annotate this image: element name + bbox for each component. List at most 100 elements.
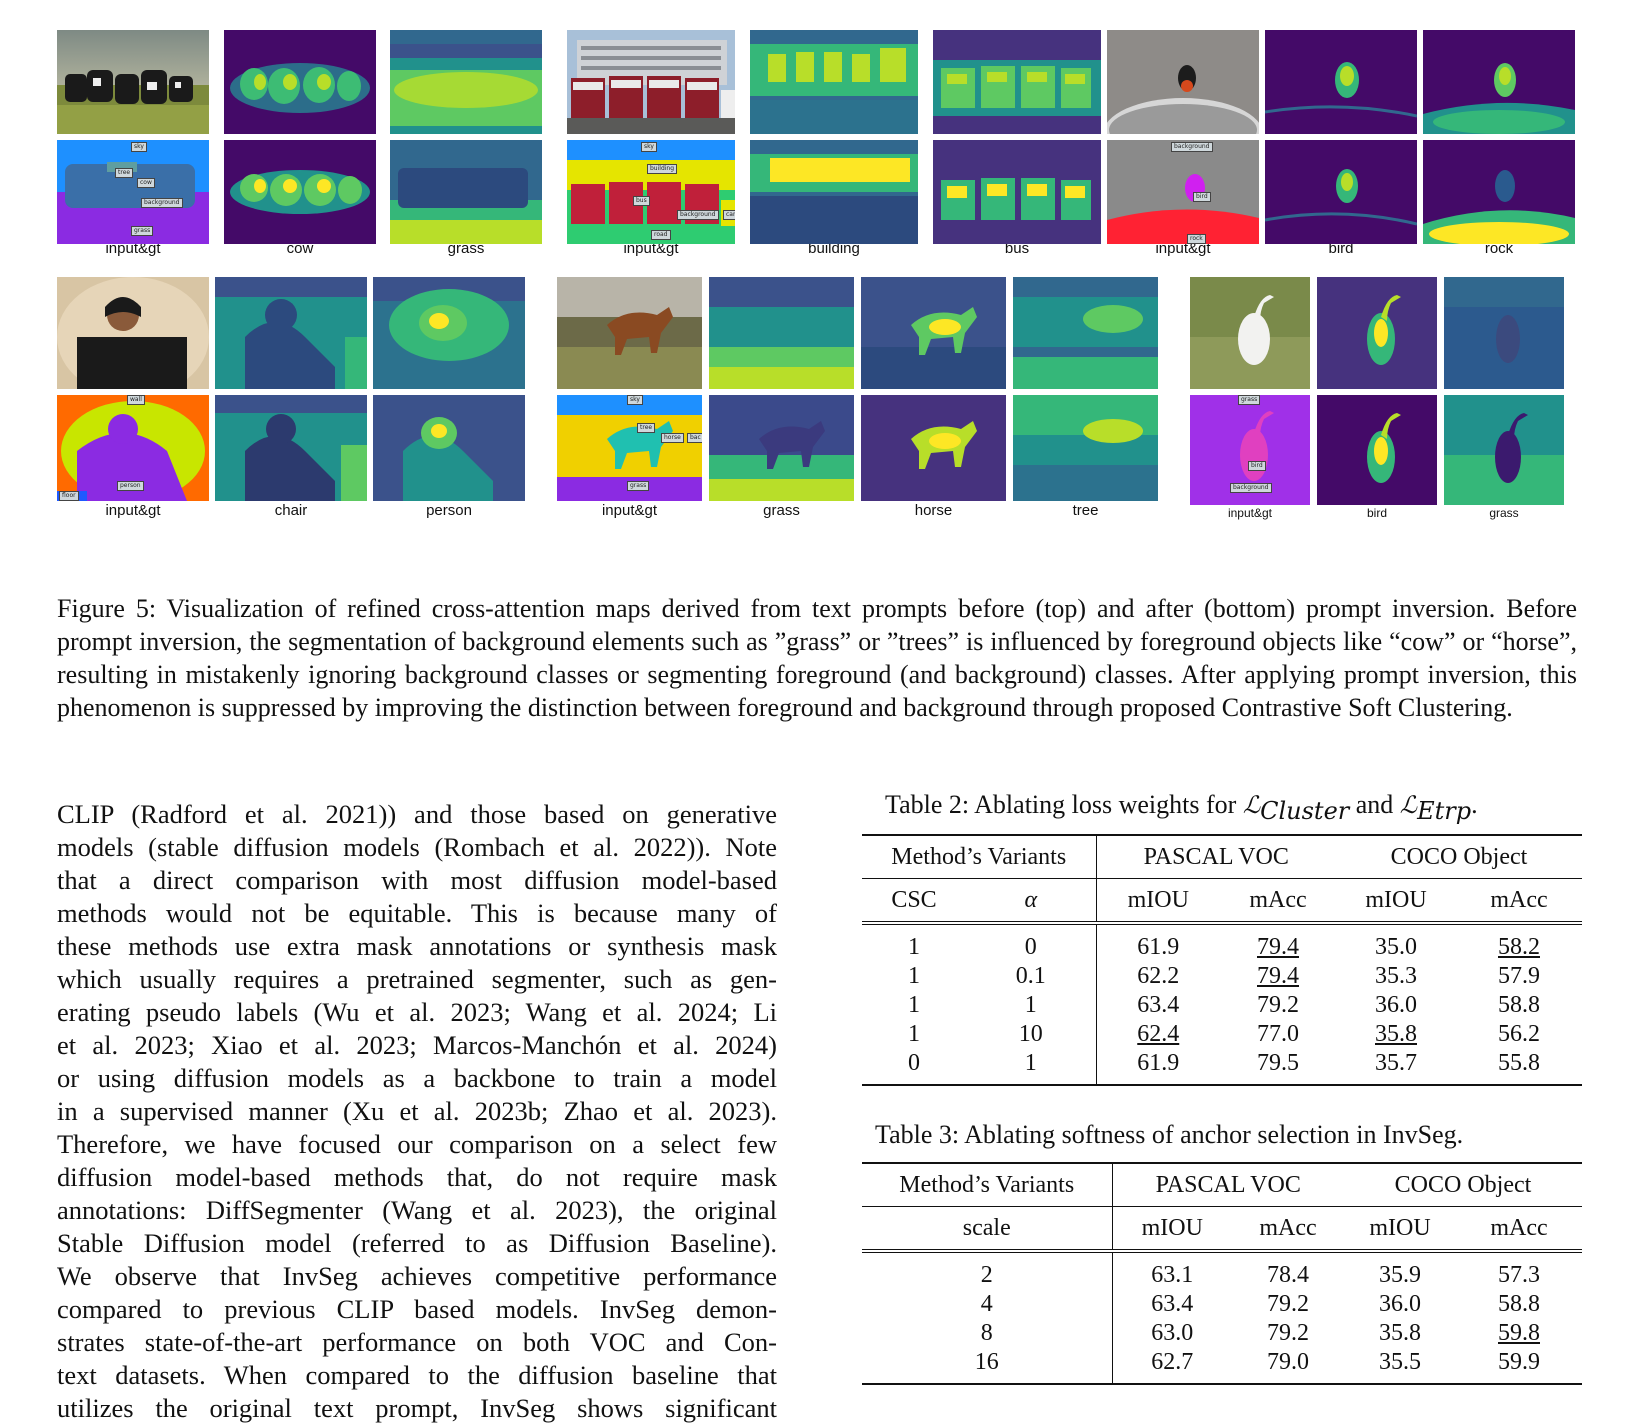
- table-cell: 35.9: [1344, 1249, 1456, 1290]
- col-header: α: [966, 878, 1097, 923]
- label-class: cow: [286, 240, 314, 257]
- gt-mask-horse: sky tree horse bac grass: [557, 395, 702, 501]
- table-cell: 35.0: [1336, 921, 1456, 962]
- input-image-horse: [557, 277, 702, 389]
- table-row: 2 63.1 78.4 35.9 57.3: [862, 1249, 1582, 1290]
- body-line: models (stable diffusion models (Rombach…: [57, 832, 777, 862]
- table-row: 16 62.7 79.0 35.5 59.9: [862, 1348, 1582, 1385]
- table-header-row: Method’s Variants PASCAL VOC COCO Object: [862, 834, 1582, 879]
- table-cell: 59.8: [1498, 1320, 1540, 1346]
- table-row: 1 10 62.4 77.0 35.8 56.2: [862, 1020, 1582, 1049]
- attention-map-cow-before: [224, 30, 376, 134]
- loss-symbol: ℒ: [1242, 791, 1261, 819]
- table-cell: 1: [862, 921, 966, 962]
- label-class: grass: [1489, 506, 1519, 520]
- label-class: bus: [1004, 240, 1030, 257]
- table-cell: 35.8: [1379, 1320, 1421, 1346]
- label-input-gt: input&gt: [1155, 240, 1211, 257]
- table-cell: 57.9: [1498, 963, 1540, 989]
- attention-map-chair-before: [215, 277, 367, 389]
- attention-map-bird-before: [1265, 30, 1417, 134]
- table-cell: 1: [908, 963, 920, 989]
- table-3-caption: Table 3: Ablating softness of anchor sel…: [875, 1120, 1464, 1149]
- table-header-row: Method’s Variants PASCAL VOC COCO Object: [862, 1162, 1582, 1207]
- body-line: Stable Diffusion model (referred to as D…: [57, 1228, 777, 1258]
- loss-subscript: Etrp: [1417, 797, 1472, 826]
- gt-tag: grass: [131, 226, 154, 236]
- attention-map-grass-before-horse: [709, 277, 854, 389]
- attention-map-building-after: [750, 140, 918, 244]
- table-cell: 79.2: [1267, 1320, 1309, 1346]
- attention-map-bus-after: [933, 140, 1101, 244]
- col-group-header: Method’s Variants: [862, 834, 1097, 879]
- input-image-cows: [57, 30, 209, 134]
- attention-map-bus-before: [933, 30, 1101, 134]
- table-cell: 0: [862, 1049, 966, 1086]
- gt-mask-cows: sky tree cow background grass: [57, 140, 209, 244]
- col-group-header: Method’s Variants: [862, 1162, 1113, 1207]
- gt-tag: bac: [687, 433, 702, 443]
- gt-tag: person: [117, 481, 144, 491]
- attention-map-grass-after-egret: [1444, 395, 1564, 505]
- gt-mask-bird-rock: background bird rock: [1107, 140, 1259, 244]
- label-class: bird: [1328, 240, 1354, 257]
- body-line: diffusion model-based methods that, do n…: [57, 1162, 777, 1192]
- table-cell: 1: [908, 992, 920, 1018]
- label-input-gt: input&gt: [1227, 506, 1273, 520]
- table-cell: 58.8: [1498, 992, 1540, 1018]
- gt-tag: rock: [1187, 234, 1206, 244]
- gt-tag: sky: [131, 142, 147, 152]
- body-line: in a supervised manner (Xu et al. 2023b;…: [57, 1096, 777, 1126]
- attention-map-building-before: [750, 30, 918, 134]
- col-group-header: PASCAL VOC: [1112, 1162, 1344, 1207]
- gt-tag: building: [647, 164, 678, 174]
- table-cell: 77.0: [1257, 1021, 1299, 1047]
- col-header: mAcc: [1232, 1206, 1344, 1251]
- label-class: rock: [1484, 240, 1514, 257]
- label-input-gt: input&gt: [105, 502, 161, 519]
- table-row: 1 0.1 62.2 79.4 35.3 57.9: [862, 962, 1582, 991]
- label-input-gt: input&gt: [601, 502, 658, 519]
- col-header: mIOU: [1112, 1206, 1232, 1251]
- table-cell: 1: [966, 1049, 1097, 1086]
- table-cell: 35.7: [1336, 1049, 1456, 1086]
- col-header: mIOU: [1096, 878, 1220, 923]
- gt-mask-buses: sky building bus background road car: [567, 140, 735, 244]
- table-cell: 16: [862, 1348, 1113, 1385]
- attention-map-grass-before: [390, 30, 542, 134]
- table-row: 1 1 63.4 79.2 36.0 58.8: [862, 991, 1582, 1020]
- table-row: 0 1 61.9 79.5 35.7 55.8: [862, 1049, 1582, 1086]
- input-image-person: [57, 277, 209, 389]
- col-header: mAcc: [1456, 878, 1582, 923]
- table-cell: 79.4: [1220, 921, 1336, 962]
- gt-tag: cow: [137, 178, 155, 188]
- body-line: or using diffusion models as a backbone …: [57, 1063, 777, 1093]
- caption-text: Table 2: Ablating loss weights for: [885, 790, 1243, 819]
- table-cell: 4: [862, 1290, 1113, 1319]
- col-header: mIOU: [1344, 1206, 1456, 1251]
- gt-tag: floor: [59, 491, 79, 501]
- table-cell: 59.9: [1456, 1348, 1582, 1385]
- attention-map-horse-after: [861, 395, 1006, 501]
- label-class: grass: [763, 502, 800, 519]
- table-cell: 63.1: [1112, 1249, 1232, 1290]
- table-cell: 79.2: [1267, 1291, 1309, 1317]
- table-cell: 78.4: [1232, 1249, 1344, 1290]
- col-header: CSC: [862, 878, 966, 923]
- caption-text: .: [1471, 790, 1478, 819]
- gt-tag: car: [723, 210, 735, 220]
- gt-tag: tree: [115, 168, 134, 178]
- label-input-gt: input&gt: [105, 240, 161, 257]
- gt-tag: road: [651, 230, 671, 240]
- table-cell: 79.4: [1257, 963, 1299, 989]
- table-cell: 1: [908, 1021, 920, 1047]
- col-header: scale: [862, 1206, 1113, 1251]
- table-cell: 10: [966, 1020, 1097, 1049]
- body-line: utilizes the original text prompt, InvSe…: [57, 1393, 777, 1423]
- body-line: text datasets. When compared to the diff…: [57, 1360, 777, 1390]
- gt-tag: sky: [641, 142, 657, 152]
- input-image-buses: [567, 30, 735, 134]
- table-cell: 62.7: [1112, 1348, 1232, 1385]
- table-cell: 55.8: [1456, 1049, 1582, 1086]
- table-cell: 63.4: [1137, 992, 1180, 1018]
